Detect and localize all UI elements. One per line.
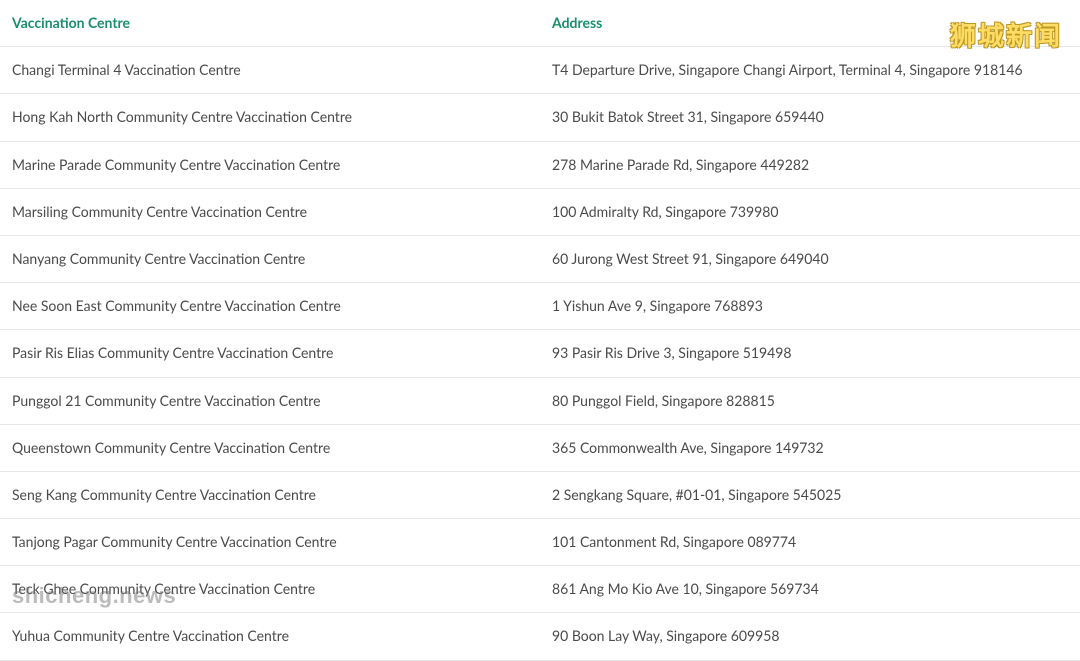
table-row: Nee Soon East Community Centre Vaccinati…: [0, 283, 1080, 330]
cell-centre: Tanjong Pagar Community Centre Vaccinati…: [0, 519, 540, 566]
cell-address: 365 Commonwealth Ave, Singapore 149732: [540, 424, 1080, 471]
table-header-row: Vaccination Centre Address: [0, 0, 1080, 47]
cell-centre: Yuhua Community Centre Vaccination Centr…: [0, 613, 540, 660]
vaccination-centre-table: Vaccination Centre Address Changi Termin…: [0, 0, 1080, 661]
col-header-centre: Vaccination Centre: [0, 0, 540, 47]
cell-centre: Punggol 21 Community Centre Vaccination …: [0, 377, 540, 424]
cell-centre: Marine Parade Community Centre Vaccinati…: [0, 141, 540, 188]
cell-address: 861 Ang Mo Kio Ave 10, Singapore 569734: [540, 566, 1080, 613]
cell-address: 1 Yishun Ave 9, Singapore 768893: [540, 283, 1080, 330]
table-row: Seng Kang Community Centre Vaccination C…: [0, 471, 1080, 518]
cell-centre: Marsiling Community Centre Vaccination C…: [0, 188, 540, 235]
cell-centre: Teck Ghee Community Centre Vaccination C…: [0, 566, 540, 613]
table-row: Pasir Ris Elias Community Centre Vaccina…: [0, 330, 1080, 377]
col-header-address: Address: [540, 0, 1080, 47]
cell-centre: Hong Kah North Community Centre Vaccinat…: [0, 94, 540, 141]
cell-address: 278 Marine Parade Rd, Singapore 449282: [540, 141, 1080, 188]
table-row: Marsiling Community Centre Vaccination C…: [0, 188, 1080, 235]
table-row: Yuhua Community Centre Vaccination Centr…: [0, 613, 1080, 660]
cell-address: 30 Bukit Batok Street 31, Singapore 6594…: [540, 94, 1080, 141]
cell-centre: Changi Terminal 4 Vaccination Centre: [0, 47, 540, 94]
table-row: Nanyang Community Centre Vaccination Cen…: [0, 235, 1080, 282]
cell-address: 101 Cantonment Rd, Singapore 089774: [540, 519, 1080, 566]
cell-centre: Seng Kang Community Centre Vaccination C…: [0, 471, 540, 518]
cell-address: 60 Jurong West Street 91, Singapore 6490…: [540, 235, 1080, 282]
table-row: Changi Terminal 4 Vaccination CentreT4 D…: [0, 47, 1080, 94]
cell-address: 2 Sengkang Square, #01-01, Singapore 545…: [540, 471, 1080, 518]
cell-centre: Queenstown Community Centre Vaccination …: [0, 424, 540, 471]
table-row: Teck Ghee Community Centre Vaccination C…: [0, 566, 1080, 613]
cell-address: 90 Boon Lay Way, Singapore 609958: [540, 613, 1080, 660]
cell-centre: Nanyang Community Centre Vaccination Cen…: [0, 235, 540, 282]
table-row: Hong Kah North Community Centre Vaccinat…: [0, 94, 1080, 141]
table-row: Punggol 21 Community Centre Vaccination …: [0, 377, 1080, 424]
table-row: Tanjong Pagar Community Centre Vaccinati…: [0, 519, 1080, 566]
cell-address: 93 Pasir Ris Drive 3, Singapore 519498: [540, 330, 1080, 377]
table-body: Changi Terminal 4 Vaccination CentreT4 D…: [0, 47, 1080, 660]
cell-address: 100 Admiralty Rd, Singapore 739980: [540, 188, 1080, 235]
table-row: Queenstown Community Centre Vaccination …: [0, 424, 1080, 471]
table-row: Marine Parade Community Centre Vaccinati…: [0, 141, 1080, 188]
cell-address: T4 Departure Drive, Singapore Changi Air…: [540, 47, 1080, 94]
vaccination-centre-table-wrap: Vaccination Centre Address Changi Termin…: [0, 0, 1080, 661]
cell-centre: Nee Soon East Community Centre Vaccinati…: [0, 283, 540, 330]
cell-centre: Pasir Ris Elias Community Centre Vaccina…: [0, 330, 540, 377]
cell-address: 80 Punggol Field, Singapore 828815: [540, 377, 1080, 424]
